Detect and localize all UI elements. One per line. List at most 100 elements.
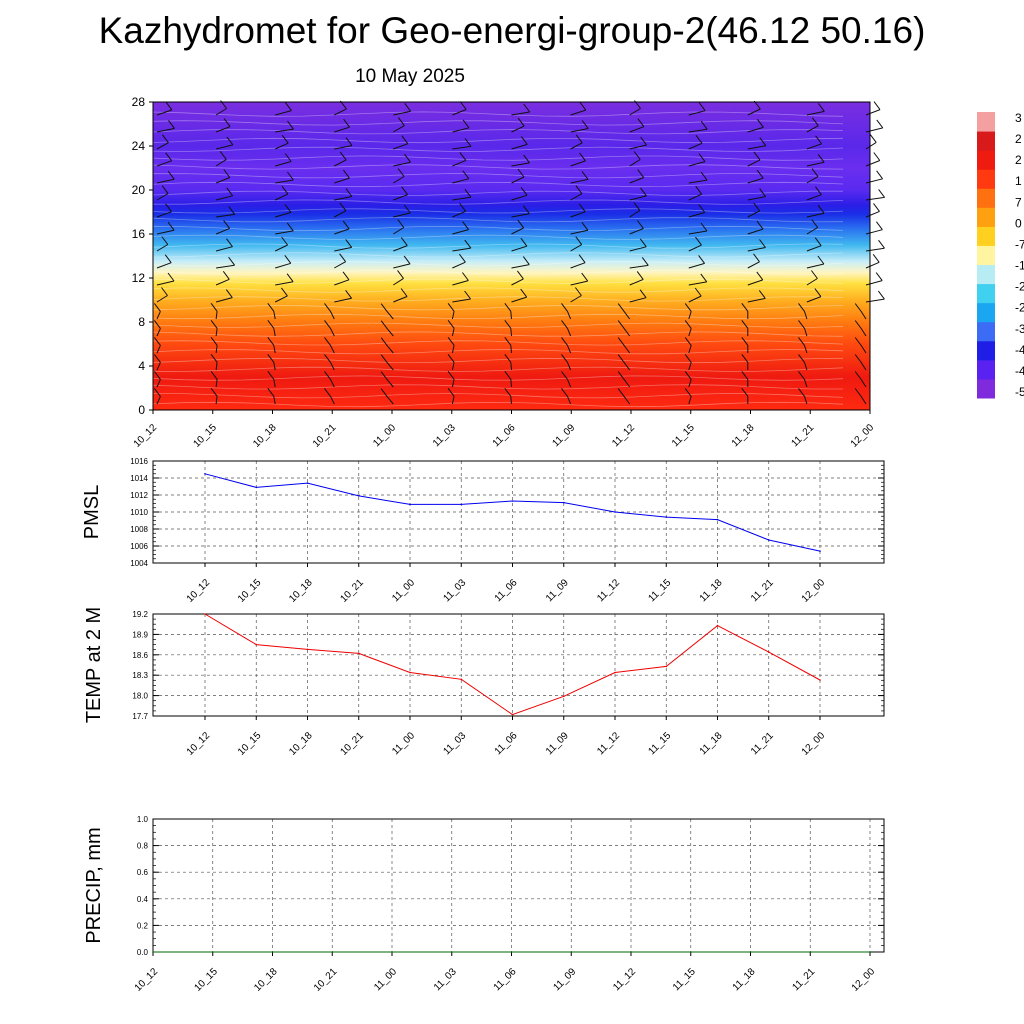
precip-ytick-label: 0.2 [137,921,149,930]
pmsl-xtick-label: 10_15 [236,577,264,605]
temp2m-ytick-label: 17.7 [132,712,148,721]
temp2m-point [716,624,719,627]
temp2m-frame [152,613,885,717]
precip-xtick-label: 11_09 [551,966,578,993]
pmsl-point [460,503,463,506]
colorbar-swatch [977,302,995,323]
pmsl-ytick-label: 1008 [130,525,148,534]
colorbar-swatch [977,264,995,285]
temperature-field [153,102,870,410]
colorbar-label: -5 [1015,385,1024,399]
temp2m-point [819,679,821,681]
precip-xtick-label: 11_15 [671,966,698,993]
temp2m-xtick-label: 11_21 [749,730,776,757]
temp2m-point [204,613,206,615]
colorbar-swatch [977,169,995,189]
colorbar-swatch [977,131,995,151]
wind-barbs [154,100,885,405]
temp2m-xtick-label: 11_18 [698,730,725,757]
colorbar-swatch [977,340,995,361]
temp2m-xtick-label: 10_12 [185,730,213,758]
pmsl-xtick-label: 11_15 [646,577,673,604]
pmsl-point [255,486,258,489]
precip-ytick-label: 0.8 [137,842,149,851]
precip-point [809,951,812,953]
heatmap-xtick-label: 11_15 [670,422,697,449]
precip-xtick-label: 11_03 [432,966,459,993]
chart-title: Kazhydromet for Geo-energi-group-2(46.12… [98,10,926,51]
pmsl-xtick-label: 11_00 [390,577,417,604]
precip-frame [152,818,885,953]
temp2m-xtick-label: 10_15 [236,730,264,758]
temp2m-ytick-label: 18.3 [132,671,148,680]
colorbar-swatch [977,378,995,399]
heatmap-xtick-label: 11_03 [431,422,458,449]
temp2m-point [614,671,616,674]
temp2m-xtick-label: 12_00 [800,730,828,758]
heatmap-ytick-label: 0 [138,403,145,417]
heatmap-ytick-label: 8 [138,315,145,329]
temp2m-xtick-label: 11_03 [441,730,468,757]
pmsl-ytick-label: 1016 [130,457,148,466]
colorbar-label: -4 [1015,343,1024,357]
colorbar-label: 7 [1015,195,1022,209]
heatmap-xtick-label: 10_18 [251,422,279,450]
pmsl-ytick-label: 1006 [130,542,148,551]
pmsl-xtick-label: 11_21 [749,577,776,604]
temp2m-xtick-label: 11_09 [544,730,571,757]
precip-ytick-label: 0.6 [137,868,149,877]
temp2m-ytick-label: 18.0 [132,692,148,701]
heatmap-ytick-label: 24 [132,139,146,153]
precip-point [331,951,334,953]
precip-point [510,951,513,953]
pmsl-xtick-label: 11_12 [595,577,622,604]
heatmap-xtick-label: 10_21 [311,422,339,450]
temp2m-point [665,665,668,668]
colorbar-swatch [977,359,995,380]
temp2m-point [358,652,360,655]
colorbar-label: 2 [1015,153,1022,167]
colorbar-label: -1 [1015,259,1024,273]
temp2m-point [460,678,463,681]
colorbar-label: 3 [1015,111,1022,125]
colorbar-label: -7 [1015,237,1024,251]
heatmap-xtick-label: 11_09 [550,422,577,449]
colorbar-label: 2 [1015,132,1022,146]
temp2m-point [563,695,565,698]
colorbar-swatch [977,207,995,227]
pmsl-point [614,511,616,513]
colorbar-swatch [977,112,995,132]
pmsl-point [306,482,309,484]
chart-subtitle: 10 May 2025 [355,66,465,87]
precip-point [212,951,214,953]
colorbar-swatch [977,188,995,208]
pmsl-xtick-label: 10_21 [338,577,366,605]
temp2m-ytick-label: 18.6 [132,651,148,660]
pmsl-xtick-label: 11_18 [698,577,725,604]
temp2m-ytick-label: 18.9 [132,630,148,639]
temp2m-point [255,643,258,646]
colorbar-swatch [977,150,995,170]
precip-xtick-label: 12_00 [850,966,878,994]
precip-xtick-label: 11_21 [790,966,817,993]
temp2m-point [409,671,411,674]
temp2m-point [306,648,309,651]
pmsl-xtick-label: 12_00 [800,577,828,605]
temp2m-xtick-label: 11_06 [493,730,520,757]
temp2m-xtick-label: 10_18 [287,730,315,758]
precip-point [271,951,274,953]
pmsl-xtick-label: 11_09 [544,577,571,604]
precip-xtick-label: 10_12 [133,966,161,994]
precip-xtick-label: 11_12 [611,966,638,993]
heatmap-xtick-label: 11_00 [371,422,398,449]
colorbar-swatch [977,226,995,246]
heatmap-ytick-label: 16 [132,227,146,241]
precip-ytick-label: 0.0 [137,948,149,957]
precip-xtick-label: 11_00 [372,966,399,993]
pmsl-xtick-label: 10_18 [287,577,315,605]
contour-lines [152,111,844,408]
heatmap-ytick-label: 20 [132,183,146,197]
precip-ytick-label: 1.0 [137,815,149,824]
temp2m-xtick-label: 11_12 [595,730,622,757]
pmsl-xtick-label: 11_06 [493,577,520,604]
